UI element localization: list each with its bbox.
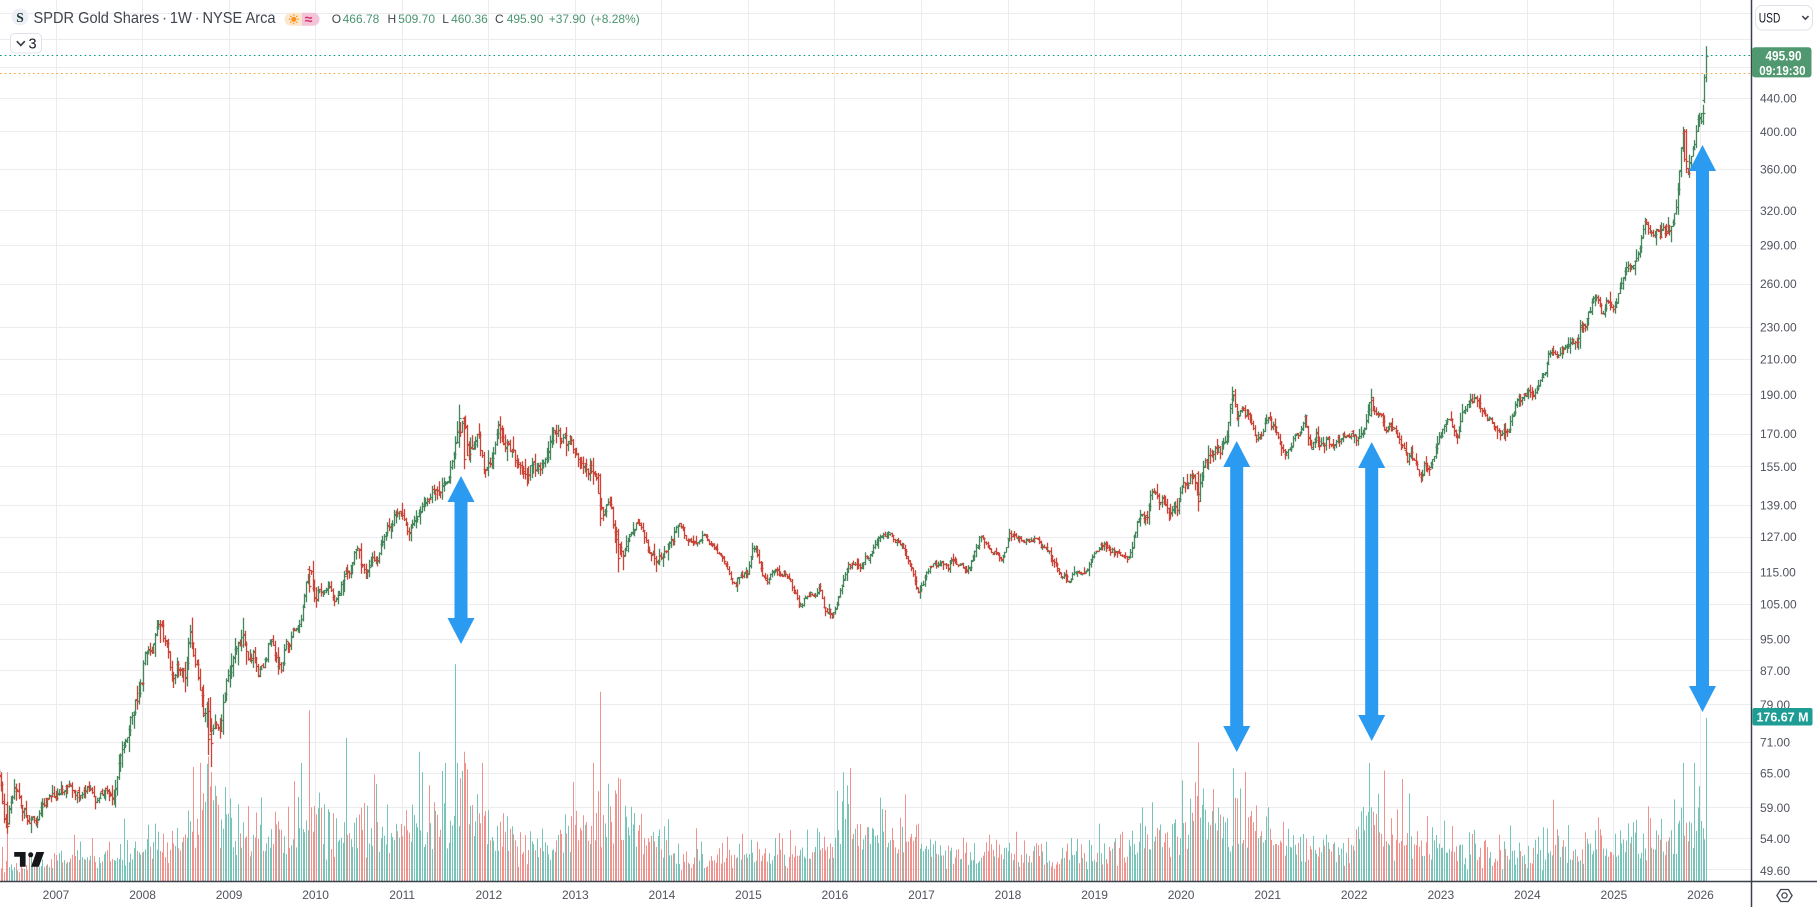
- svg-text:155.00: 155.00: [1760, 460, 1797, 474]
- svg-text:127.00: 127.00: [1760, 530, 1797, 544]
- svg-text:USD: USD: [1759, 10, 1781, 26]
- svg-text:2008: 2008: [129, 888, 156, 902]
- svg-text:87.00: 87.00: [1760, 664, 1790, 678]
- svg-text:290.00: 290.00: [1760, 239, 1797, 253]
- svg-text:2013: 2013: [562, 888, 589, 902]
- svg-text:2010: 2010: [302, 888, 329, 902]
- svg-text:09:19:30: 09:19:30: [1759, 63, 1805, 78]
- svg-text:2014: 2014: [649, 888, 676, 902]
- svg-text:210.00: 210.00: [1760, 353, 1797, 367]
- svg-text:SPDR Gold Shares · 1W · NYSE A: SPDR Gold Shares · 1W · NYSE Arca: [34, 10, 276, 27]
- svg-text:2017: 2017: [908, 888, 935, 902]
- svg-text:2021: 2021: [1254, 888, 1281, 902]
- svg-text:2019: 2019: [1081, 888, 1108, 902]
- svg-text:105.00: 105.00: [1760, 597, 1797, 611]
- svg-text:176.67 M: 176.67 M: [1757, 711, 1809, 725]
- svg-text:2012: 2012: [475, 888, 502, 902]
- svg-text:S: S: [16, 10, 24, 25]
- svg-text:2023: 2023: [1427, 888, 1454, 902]
- svg-text:65.00: 65.00: [1760, 767, 1790, 781]
- svg-text:2011: 2011: [389, 888, 415, 902]
- svg-text:360.00: 360.00: [1760, 162, 1797, 176]
- svg-text:2020: 2020: [1168, 888, 1195, 902]
- svg-text:2024: 2024: [1514, 888, 1541, 902]
- svg-text:2015: 2015: [735, 888, 762, 902]
- svg-text:170.00: 170.00: [1760, 427, 1797, 441]
- svg-text:320.00: 320.00: [1760, 204, 1797, 218]
- svg-text:2016: 2016: [822, 888, 849, 902]
- svg-text:139.00: 139.00: [1760, 498, 1797, 512]
- svg-text:115.00: 115.00: [1760, 565, 1796, 579]
- svg-text:2009: 2009: [216, 888, 243, 902]
- svg-text:230.00: 230.00: [1760, 321, 1797, 335]
- svg-text:2022: 2022: [1341, 888, 1368, 902]
- svg-text:71.00: 71.00: [1760, 736, 1790, 750]
- svg-text:260.00: 260.00: [1760, 277, 1797, 291]
- svg-text:≈: ≈: [305, 11, 313, 27]
- svg-text:3: 3: [29, 37, 37, 53]
- svg-text:2018: 2018: [995, 888, 1022, 902]
- svg-text:400.00: 400.00: [1760, 125, 1797, 139]
- svg-text:190.00: 190.00: [1760, 388, 1797, 402]
- svg-text:54.00: 54.00: [1760, 832, 1790, 846]
- svg-text:2026: 2026: [1687, 888, 1714, 902]
- svg-text:49.60: 49.60: [1760, 864, 1790, 878]
- svg-text:2007: 2007: [43, 888, 70, 902]
- svg-text:59.00: 59.00: [1760, 801, 1790, 815]
- svg-text:2025: 2025: [1601, 888, 1628, 902]
- svg-text:495.90: 495.90: [1766, 48, 1802, 63]
- svg-text:440.00: 440.00: [1760, 92, 1797, 106]
- svg-text:95.00: 95.00: [1760, 633, 1790, 647]
